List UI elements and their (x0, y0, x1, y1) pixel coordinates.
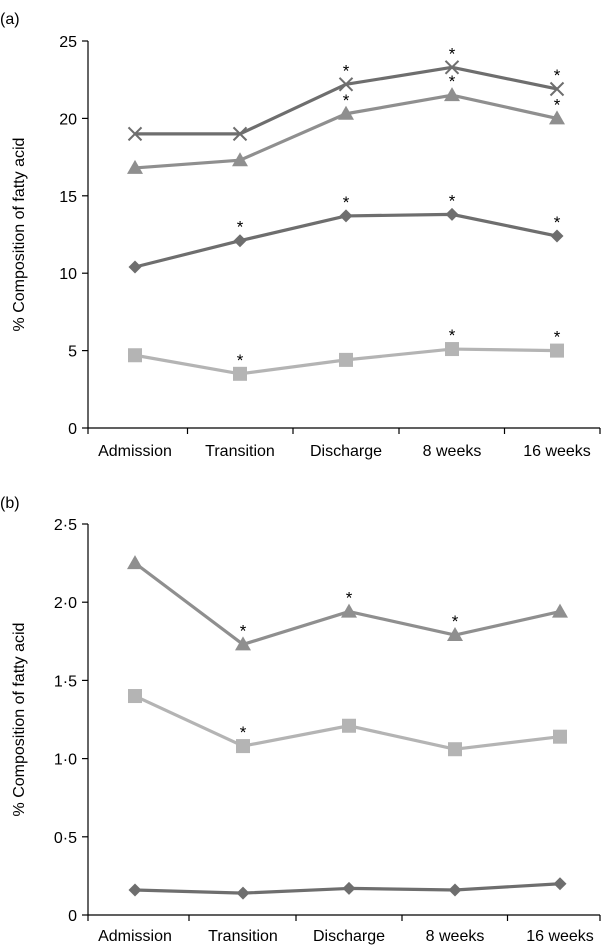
series-diamond (128, 877, 567, 900)
significance-star: * (346, 589, 353, 608)
series-square: * * * (128, 326, 564, 381)
data-point-diamond (236, 886, 250, 900)
data-point-cross (232, 126, 248, 142)
data-point-square (342, 718, 356, 733)
x-category-label: Admission (98, 928, 172, 945)
data-point-triangle (127, 159, 143, 174)
y-tick-label: 0 (68, 908, 77, 925)
y-tick-label: 20 (59, 111, 77, 128)
significance-star: * (240, 621, 247, 640)
significance-star: * (240, 723, 247, 742)
panel-label: (b) (0, 495, 20, 512)
data-point-triangle (341, 603, 357, 618)
series-cross: * * * (127, 44, 565, 142)
data-point-diamond (550, 229, 564, 243)
x-category-label: 8 weeks (426, 928, 485, 945)
x-category-label: Transition (205, 443, 275, 460)
data-point-triangle (338, 105, 354, 120)
series-triangle: * * * (127, 555, 568, 651)
x-category-label: 16 weeks (526, 928, 594, 945)
significance-star: * (343, 61, 350, 80)
x-category-label: Discharge (310, 443, 382, 460)
data-point-square (233, 366, 247, 381)
data-point-triangle (232, 152, 248, 167)
significance-star: * (554, 66, 561, 85)
data-point-triangle (447, 627, 463, 642)
data-point-diamond (233, 234, 247, 248)
series-diamond: * * * * (128, 191, 564, 274)
y-tick-label: 2·0 (54, 595, 77, 612)
data-point-triangle (235, 636, 251, 651)
significance-star: * (449, 72, 456, 91)
data-point-square (448, 742, 462, 757)
panel-a-line-chart: (a) 0 5 10 15 20 25 Admission Transition Discharg… (0, 11, 601, 460)
data-point-square (236, 739, 250, 754)
data-point-square (339, 352, 353, 367)
data-point-cross (338, 77, 354, 92)
data-point-diamond (448, 883, 462, 897)
data-point-diamond (339, 209, 353, 223)
panel-label: (a) (0, 11, 20, 28)
data-point-square (553, 729, 567, 744)
series-square: * (128, 689, 567, 757)
data-point-diamond (128, 883, 142, 897)
data-point-cross (549, 81, 565, 97)
data-point-diamond (342, 881, 356, 895)
data-point-square (128, 689, 142, 704)
significance-star: * (237, 351, 244, 370)
data-point-square (128, 348, 142, 363)
significance-star: * (449, 44, 456, 63)
significance-star: * (449, 191, 456, 210)
significance-star: * (554, 95, 561, 114)
series-triangle: * * * (127, 72, 565, 174)
y-tick-label: 2·5 (54, 517, 77, 534)
y-axis-label: % Composition of fatty acid (11, 138, 28, 332)
significance-star: * (554, 328, 561, 347)
data-point-triangle (549, 110, 565, 125)
data-point-cross (127, 126, 143, 142)
y-tick-label: 10 (59, 266, 77, 283)
x-category-label: Admission (98, 443, 172, 460)
x-category-label: 16 weeks (523, 443, 591, 460)
y-tick-label: 1·0 (54, 752, 77, 769)
significance-star: * (237, 218, 244, 237)
significance-star: * (343, 91, 350, 110)
y-tick-label: 1·5 (54, 673, 77, 690)
data-point-diamond (553, 877, 567, 891)
significance-star: * (554, 213, 561, 232)
y-tick-label: 5 (68, 344, 77, 361)
y-tick-label: 0·5 (54, 830, 77, 847)
x-category-label: Transition (208, 928, 278, 945)
significance-star: * (449, 326, 456, 345)
data-point-triangle (444, 87, 460, 102)
panel-b-line-chart: (b) 0 0·5 1·0 1·5 2·0 2·5 Admission Transition Di… (0, 495, 601, 945)
y-tick-label: 0 (68, 421, 77, 438)
data-point-square (550, 343, 564, 358)
data-point-diamond (128, 260, 142, 274)
x-category-label: 8 weeks (423, 443, 482, 460)
y-axis-label: % Composition of fatty acid (11, 623, 28, 817)
data-point-square (445, 342, 459, 357)
data-point-triangle (127, 555, 143, 570)
significance-star: * (343, 193, 350, 212)
y-tick-label: 25 (59, 34, 77, 51)
x-category-label: Discharge (313, 928, 385, 945)
y-tick-label: 15 (59, 189, 77, 206)
data-point-cross (444, 60, 460, 75)
significance-star: * (452, 612, 459, 631)
data-point-triangle (552, 603, 568, 618)
data-point-diamond (445, 207, 459, 221)
